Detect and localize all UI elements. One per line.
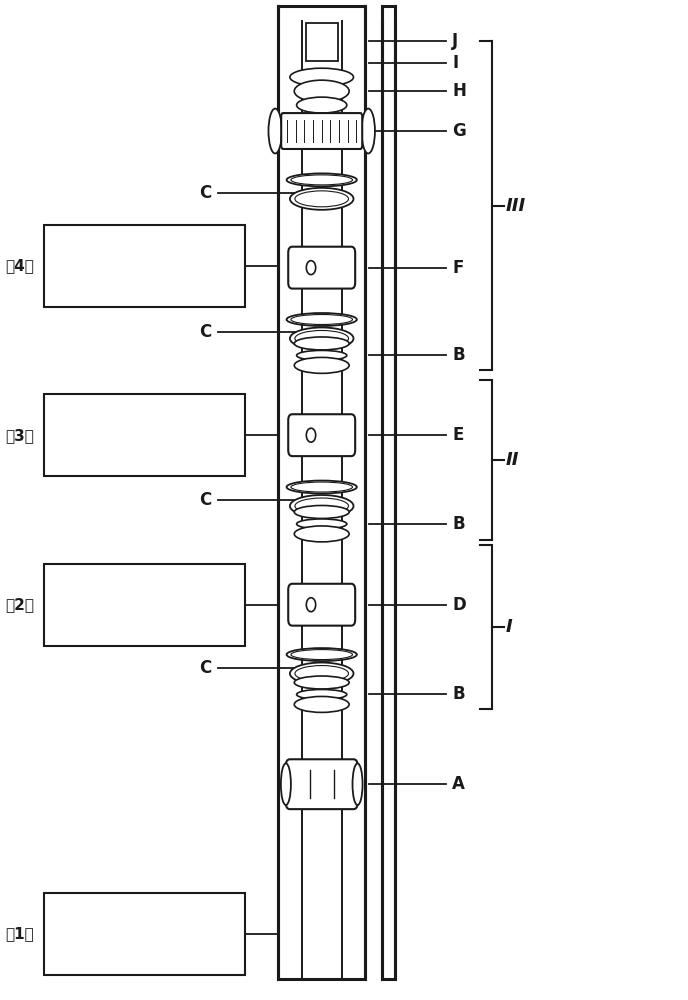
Ellipse shape xyxy=(290,495,354,517)
Ellipse shape xyxy=(287,173,357,186)
Text: I: I xyxy=(506,618,513,636)
Ellipse shape xyxy=(281,763,291,805)
FancyBboxPatch shape xyxy=(286,759,358,809)
Ellipse shape xyxy=(294,526,349,542)
Ellipse shape xyxy=(294,80,349,102)
Bar xyxy=(44,893,245,975)
Ellipse shape xyxy=(361,109,375,153)
Ellipse shape xyxy=(290,188,354,210)
Text: G: G xyxy=(452,122,466,140)
Text: J: J xyxy=(452,32,458,50)
Bar xyxy=(44,225,245,307)
Text: B: B xyxy=(452,346,465,364)
Text: 第2层: 第2层 xyxy=(5,597,34,612)
Bar xyxy=(382,6,396,979)
Ellipse shape xyxy=(291,482,352,492)
Ellipse shape xyxy=(294,357,349,373)
Text: F: F xyxy=(452,259,464,277)
Ellipse shape xyxy=(297,689,347,699)
Ellipse shape xyxy=(268,109,282,153)
Text: A: A xyxy=(452,775,465,793)
Text: III: III xyxy=(506,197,526,215)
Text: B: B xyxy=(452,685,465,703)
Ellipse shape xyxy=(290,327,354,349)
Text: II: II xyxy=(506,451,519,469)
Ellipse shape xyxy=(291,175,352,185)
Text: C: C xyxy=(199,491,211,509)
Ellipse shape xyxy=(297,97,347,113)
Ellipse shape xyxy=(297,519,347,529)
Text: B: B xyxy=(452,515,465,533)
Ellipse shape xyxy=(294,696,349,712)
FancyBboxPatch shape xyxy=(288,414,355,456)
Text: I: I xyxy=(452,54,458,72)
Ellipse shape xyxy=(352,763,363,805)
Text: C: C xyxy=(199,659,211,677)
FancyBboxPatch shape xyxy=(281,113,362,149)
Ellipse shape xyxy=(290,663,354,684)
Ellipse shape xyxy=(297,350,347,360)
Ellipse shape xyxy=(290,68,354,86)
Bar xyxy=(44,394,245,476)
FancyBboxPatch shape xyxy=(288,584,355,626)
Ellipse shape xyxy=(291,650,352,660)
Text: 第3层: 第3层 xyxy=(5,428,34,443)
Ellipse shape xyxy=(295,666,349,681)
Ellipse shape xyxy=(294,505,349,518)
Ellipse shape xyxy=(287,313,357,326)
Ellipse shape xyxy=(287,481,357,494)
Text: E: E xyxy=(452,426,464,444)
Ellipse shape xyxy=(294,676,349,689)
Text: H: H xyxy=(452,82,466,100)
Text: C: C xyxy=(199,184,211,202)
Text: 第4层: 第4层 xyxy=(5,258,34,273)
Text: D: D xyxy=(452,596,466,614)
Ellipse shape xyxy=(291,315,352,324)
Ellipse shape xyxy=(287,648,357,661)
Text: 第1层: 第1层 xyxy=(5,926,34,941)
FancyBboxPatch shape xyxy=(288,247,355,289)
Ellipse shape xyxy=(295,191,349,207)
Bar xyxy=(305,23,338,61)
Ellipse shape xyxy=(295,330,349,346)
Bar xyxy=(44,564,245,646)
Ellipse shape xyxy=(295,498,349,514)
Bar xyxy=(278,6,365,979)
Text: C: C xyxy=(199,323,211,341)
Ellipse shape xyxy=(294,337,349,350)
